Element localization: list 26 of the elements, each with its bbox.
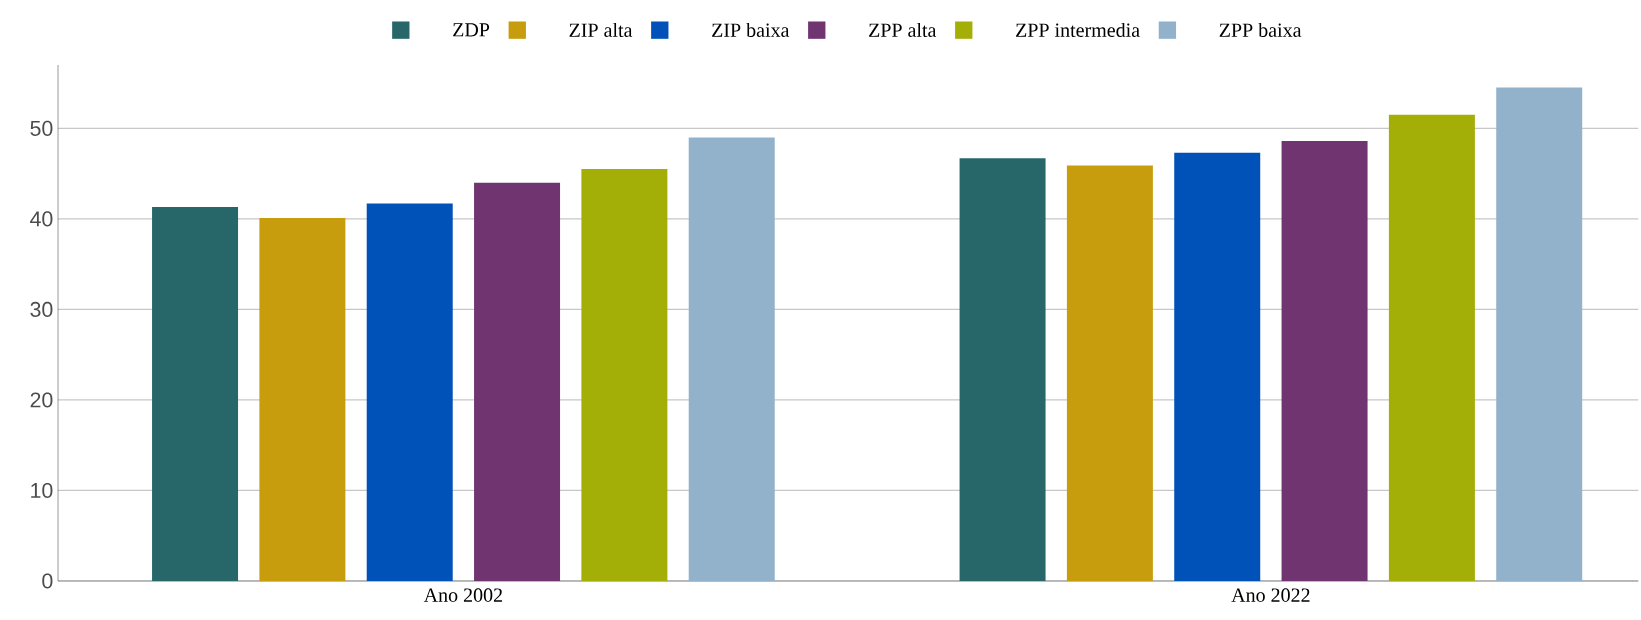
x-tick-label: Ano 2022 <box>1231 588 1310 602</box>
y-tick-label: 0 <box>42 573 53 589</box>
legend-label: ZPP alta <box>869 22 937 37</box>
legend-label: ZIP baixa <box>712 22 790 37</box>
y-tick-label: 10 <box>31 482 53 499</box>
bar <box>1496 87 1583 581</box>
bar <box>1388 114 1475 581</box>
bar <box>366 203 453 581</box>
bar <box>259 217 346 581</box>
bar <box>581 169 668 581</box>
bar <box>1281 141 1368 581</box>
bar <box>959 158 1046 581</box>
x-tick-label: Ano 2002 <box>423 588 502 602</box>
legend-label: ZPP intermedia <box>1016 22 1140 37</box>
legend-label: ZDP <box>453 23 490 37</box>
y-tick-label: 20 <box>30 392 53 408</box>
y-tick-label: 50 <box>30 120 53 136</box>
bar <box>1066 165 1153 581</box>
bar <box>688 137 775 581</box>
y-tick-label: 40 <box>30 211 53 227</box>
bar <box>152 207 239 581</box>
legend-label: ZPP baixa <box>1219 22 1302 37</box>
bar <box>474 182 561 581</box>
legend-label: ZIP alta <box>569 22 633 37</box>
y-tick-label: 30 <box>30 301 53 317</box>
bar <box>1174 152 1261 581</box>
